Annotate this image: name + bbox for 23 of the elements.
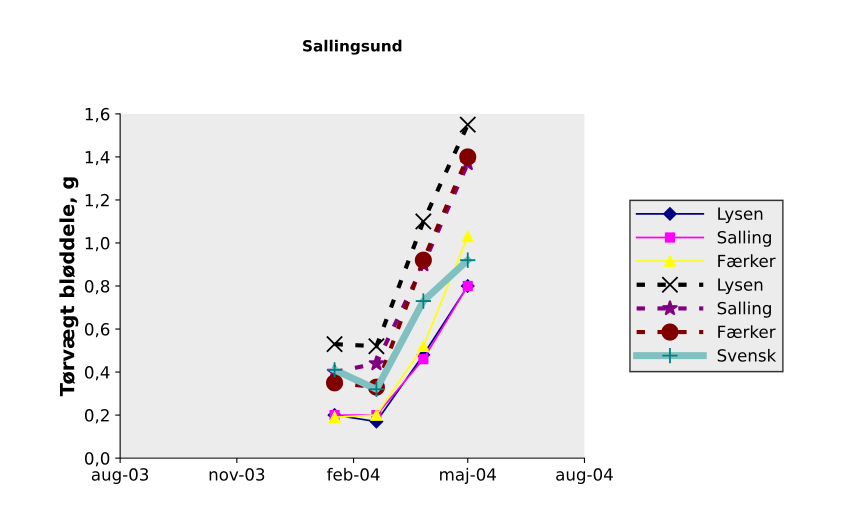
legend-label: Lysen [718, 278, 762, 294]
y-tick-label: 0,8 [85, 280, 110, 294]
y-tick-label: 0,4 [85, 366, 110, 380]
x-tick-label: aug-03 [92, 468, 148, 484]
y-tick-label: 1,4 [86, 151, 110, 166]
y-axis-title: Tørvægt bløddele, g [59, 177, 78, 396]
legend-label: Salling [718, 230, 771, 247]
legend-label: Salling [718, 302, 771, 318]
legend-label: Færker [718, 325, 776, 338]
chart-title: Sallingsund [303, 40, 402, 55]
legend-label: Færker [718, 254, 776, 268]
y-tick-label: 1,0 [86, 236, 110, 252]
y-tick-label: 1,2 [86, 194, 109, 208]
y-tick-label: 1,6 [86, 108, 110, 122]
y-tick-label: 0,2 [85, 409, 109, 424]
y-tick-label: 0,0 [85, 452, 110, 466]
x-tick-label: feb-04 [326, 468, 380, 481]
x-tick-label: aug-04 [556, 468, 613, 484]
x-tick-label: nov-03 [210, 468, 264, 481]
x-tick-label: maj-04 [440, 468, 496, 484]
legend-label: Svensk [718, 348, 776, 362]
legend-label: Lysen [718, 208, 762, 224]
y-tick-label: 0,6 [85, 322, 110, 338]
